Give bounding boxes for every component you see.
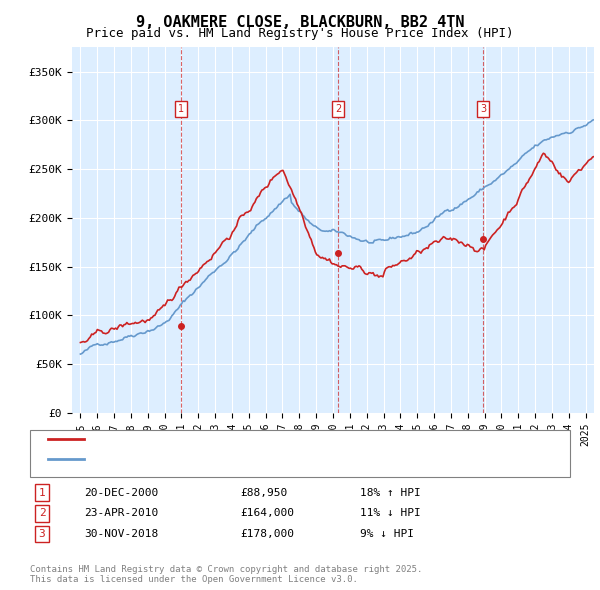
Text: Price paid vs. HM Land Registry's House Price Index (HPI): Price paid vs. HM Land Registry's House … xyxy=(86,27,514,40)
Text: 23-APR-2010: 23-APR-2010 xyxy=(84,509,158,518)
Text: £164,000: £164,000 xyxy=(240,509,294,518)
Text: 9, OAKMERE CLOSE, BLACKBURN, BB2 4TN (detached house): 9, OAKMERE CLOSE, BLACKBURN, BB2 4TN (de… xyxy=(90,434,421,444)
Text: 3: 3 xyxy=(480,104,486,114)
Text: 9% ↓ HPI: 9% ↓ HPI xyxy=(360,529,414,539)
Text: 9, OAKMERE CLOSE, BLACKBURN, BB2 4TN: 9, OAKMERE CLOSE, BLACKBURN, BB2 4TN xyxy=(136,15,464,30)
Text: 1: 1 xyxy=(38,488,46,497)
Text: 18% ↑ HPI: 18% ↑ HPI xyxy=(360,488,421,497)
Text: £178,000: £178,000 xyxy=(240,529,294,539)
Text: 11% ↓ HPI: 11% ↓ HPI xyxy=(360,509,421,518)
Text: 2: 2 xyxy=(335,104,341,114)
Text: HPI: Average price, detached house, Blackburn with Darwen: HPI: Average price, detached house, Blac… xyxy=(90,454,446,464)
Text: 20-DEC-2000: 20-DEC-2000 xyxy=(84,488,158,497)
Text: Contains HM Land Registry data © Crown copyright and database right 2025.
This d: Contains HM Land Registry data © Crown c… xyxy=(30,565,422,584)
Text: 2: 2 xyxy=(38,509,46,518)
Text: 1: 1 xyxy=(178,104,184,114)
Text: 3: 3 xyxy=(38,529,46,539)
Text: £88,950: £88,950 xyxy=(240,488,287,497)
Text: 30-NOV-2018: 30-NOV-2018 xyxy=(84,529,158,539)
